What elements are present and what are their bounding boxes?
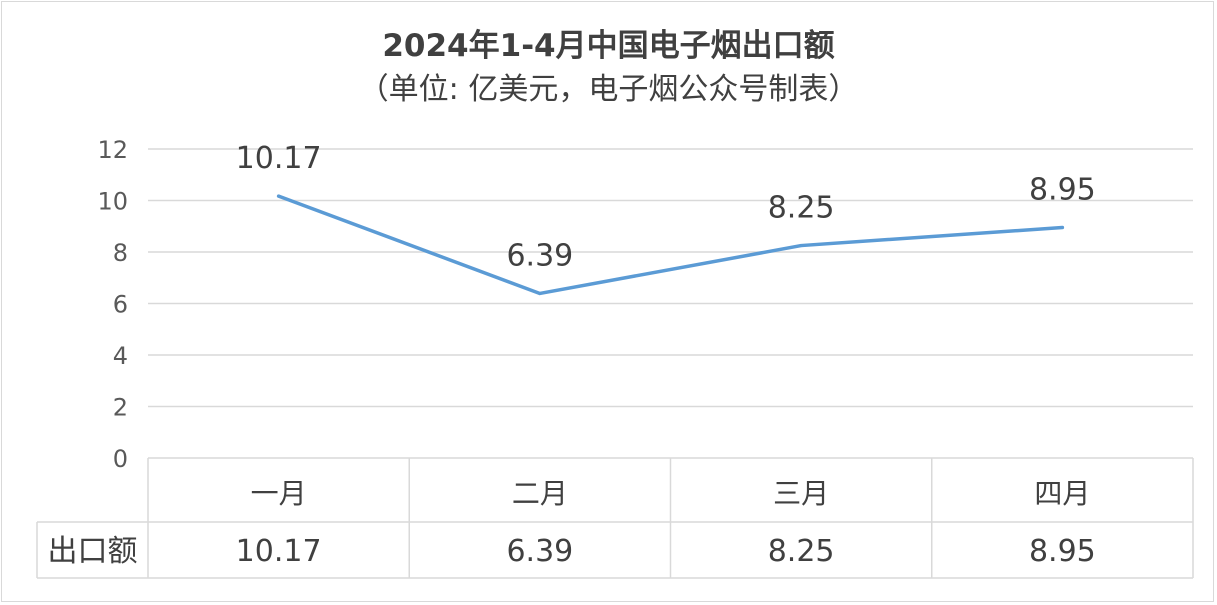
data-label: 8.25 <box>768 191 835 226</box>
category-label: 一月 <box>251 477 307 510</box>
data-point <box>538 291 542 295</box>
y-tick-label: 2 <box>113 394 128 422</box>
chart-subtitle: （单位: 亿美元，电子烟公众号制表） <box>358 72 859 107</box>
y-tick-label: 6 <box>113 291 128 319</box>
data-point <box>1060 226 1064 230</box>
data-point <box>277 194 281 198</box>
category-label: 三月 <box>773 477 829 510</box>
series-name-cell: 出口额 <box>48 534 138 569</box>
y-tick-label: 0 <box>113 445 128 473</box>
y-tick-label: 4 <box>113 342 128 370</box>
chart-title: 2024年1-4月中国电子烟出口额 <box>382 28 835 64</box>
category-label: 二月 <box>512 477 568 510</box>
data-label: 8.95 <box>1029 173 1096 208</box>
y-tick-label: 10 <box>97 188 128 216</box>
data-point <box>799 244 803 248</box>
category-label: 四月 <box>1034 477 1090 510</box>
table-value-cell: 8.95 <box>1029 534 1096 569</box>
table-value-cell: 10.17 <box>236 534 322 569</box>
y-tick-label: 8 <box>113 239 128 267</box>
table-value-cell: 6.39 <box>506 534 573 569</box>
table-value-cell: 8.25 <box>768 534 835 569</box>
data-label: 10.17 <box>236 141 322 176</box>
series-line <box>276 194 1065 296</box>
y-tick-label: 12 <box>97 136 128 164</box>
data-label: 6.39 <box>506 238 573 273</box>
